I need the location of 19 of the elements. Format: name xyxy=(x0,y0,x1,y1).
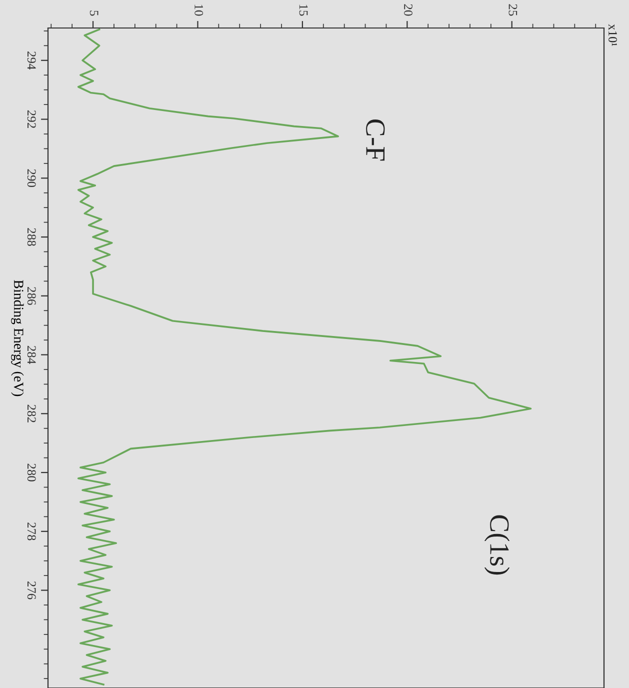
y-tick-label: 288 xyxy=(27,228,36,246)
y-tick-label: 280 xyxy=(27,464,36,482)
y-tick-label: 282 xyxy=(27,404,36,422)
y-tick-label: 290 xyxy=(27,169,36,188)
annotation: C-F xyxy=(366,120,385,161)
y-tick-label: 292 xyxy=(27,110,36,128)
y-tick-label: 286 xyxy=(27,287,36,305)
annotation: C(1s) xyxy=(484,515,510,575)
x-tick-label: 15 xyxy=(299,4,308,16)
x-tick-label: 20 xyxy=(404,4,412,16)
y-tick-label: 284 xyxy=(27,346,36,364)
y-tick-label: 276 xyxy=(27,581,36,600)
y-tick-label: 294 xyxy=(27,52,36,70)
x-tick-label: 5 xyxy=(90,10,98,16)
text: x10¹ xyxy=(608,24,617,46)
x-tick-label: 10 xyxy=(194,4,204,16)
y-axis-title: Binding Energy (eV) xyxy=(11,280,24,396)
x-tick-label: 25 xyxy=(508,4,518,16)
y-tick-label: 278 xyxy=(27,522,36,540)
